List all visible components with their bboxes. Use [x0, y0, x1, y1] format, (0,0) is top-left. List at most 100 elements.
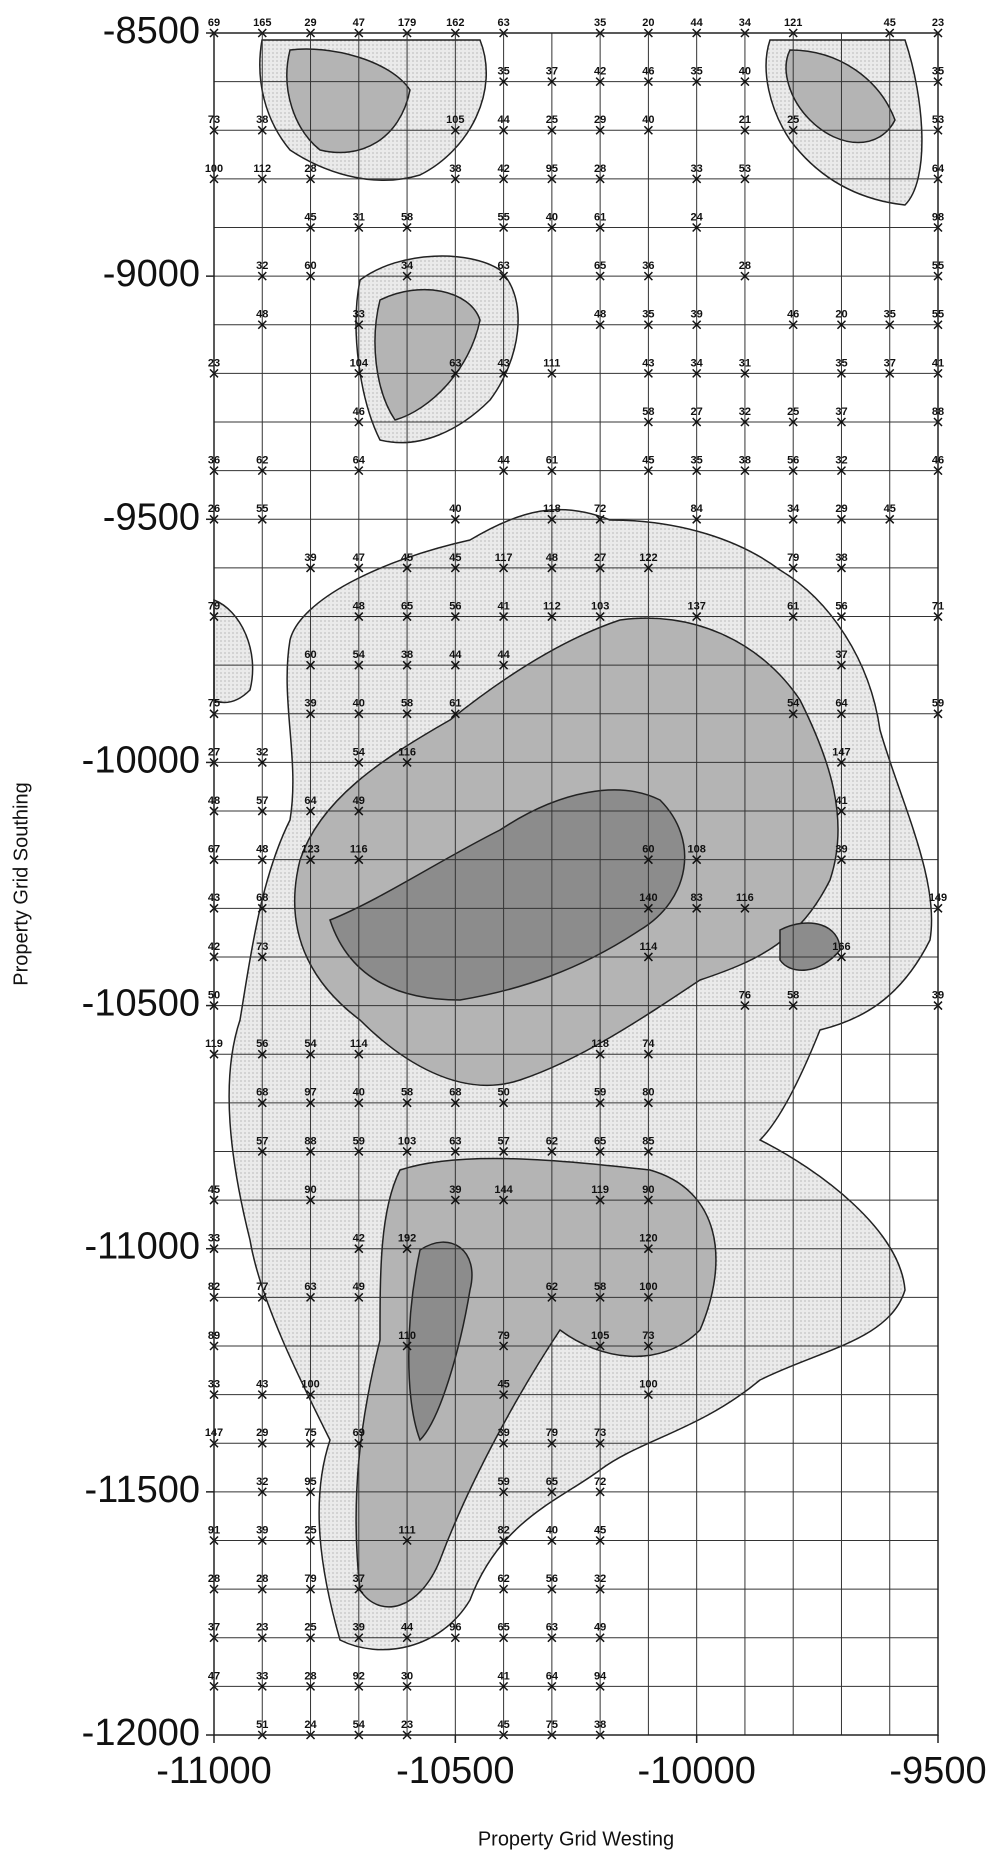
sample-value: 61 [449, 698, 461, 710]
sample-value: 35 [884, 309, 896, 321]
sample-value: 85 [642, 1135, 654, 1147]
y-tick-label: -8500 [103, 10, 200, 52]
sample-value: 56 [787, 455, 799, 467]
sample-value: 37 [835, 406, 847, 418]
sample-value: 39 [304, 698, 316, 710]
sample-value: 23 [256, 1622, 268, 1634]
sample-value: 23 [401, 1719, 413, 1731]
sample-value: 41 [497, 1670, 509, 1682]
sample-value: 58 [401, 698, 413, 710]
sample-value: 53 [739, 163, 751, 175]
sample-value: 84 [691, 503, 704, 515]
x-tick-label: -11000 [156, 1750, 272, 1792]
sample-value: 58 [642, 406, 654, 418]
sample-value: 44 [497, 649, 510, 661]
sample-value: 121 [784, 17, 802, 29]
sample-value: 49 [353, 1281, 365, 1293]
sample-value: 32 [256, 746, 268, 758]
sample-value: 54 [787, 698, 800, 710]
sample-value: 116 [736, 892, 754, 904]
sample-value: 33 [353, 309, 365, 321]
sample-value: 55 [256, 503, 268, 515]
sample-value: 103 [398, 1135, 416, 1147]
sample-value: 21 [739, 114, 751, 126]
sample-value: 34 [787, 503, 800, 515]
sample-value: 108 [687, 844, 705, 856]
sample-value: 49 [353, 795, 365, 807]
sample-value: 28 [256, 1573, 268, 1585]
sample-value: 94 [594, 1670, 607, 1682]
sample-value: 95 [304, 1476, 316, 1488]
sample-value: 48 [353, 600, 365, 612]
sample-value: 62 [497, 1573, 509, 1585]
sample-value: 56 [449, 600, 461, 612]
sample-value: 48 [546, 552, 558, 564]
sample-value: 35 [691, 455, 703, 467]
sample-value: 39 [304, 552, 316, 564]
sample-value: 64 [835, 698, 848, 710]
sample-value: 54 [353, 649, 366, 661]
sample-value: 57 [256, 795, 268, 807]
sample-value: 62 [256, 455, 268, 467]
sample-value: 38 [401, 649, 413, 661]
sample-value: 111 [543, 357, 560, 369]
sample-value: 60 [304, 649, 316, 661]
sample-value: 42 [594, 66, 606, 78]
sample-value: 65 [401, 600, 413, 612]
sample-value: 25 [304, 1524, 316, 1536]
sample-value: 46 [787, 309, 799, 321]
sample-value: 100 [639, 1379, 657, 1391]
sample-value: 63 [449, 357, 461, 369]
sample-value: 32 [256, 1476, 268, 1488]
sample-value: 64 [304, 795, 317, 807]
sample-value: 73 [594, 1427, 606, 1439]
sample-value: 28 [739, 260, 751, 272]
sample-value: 28 [304, 1670, 316, 1682]
sample-value: 51 [256, 1719, 268, 1731]
sample-value: 162 [446, 17, 464, 29]
sample-value: 79 [304, 1573, 316, 1585]
sample-value: 32 [739, 406, 751, 418]
sample-value: 192 [398, 1233, 416, 1245]
sample-value: 40 [739, 66, 751, 78]
sample-value: 29 [835, 503, 847, 515]
sample-value: 40 [353, 698, 365, 710]
chart: 6916529471791626335204434121452335374246… [0, 0, 1007, 1853]
sample-value: 77 [256, 1281, 268, 1293]
sample-value: 100 [639, 1281, 657, 1293]
x-tick-label: -9500 [889, 1750, 986, 1792]
sample-value: 20 [642, 17, 654, 29]
sample-value: 38 [449, 163, 461, 175]
sample-value: 112 [543, 600, 561, 612]
sample-value: 57 [256, 1135, 268, 1147]
sample-value: 32 [835, 455, 847, 467]
sample-value: 34 [739, 17, 752, 29]
sample-value: 61 [594, 211, 606, 223]
sample-value: 80 [642, 1087, 654, 1099]
sample-value: 62 [546, 1281, 558, 1293]
sample-value: 40 [642, 114, 654, 126]
sample-value: 58 [787, 989, 799, 1001]
sample-value: 24 [304, 1719, 317, 1731]
sample-value: 88 [304, 1135, 316, 1147]
sample-value: 40 [546, 1524, 558, 1536]
sample-value: 41 [497, 600, 509, 612]
sample-value: 100 [301, 1379, 319, 1391]
sample-value: 43 [642, 357, 654, 369]
sample-value: 122 [639, 552, 657, 564]
sample-value: 35 [497, 66, 509, 78]
sample-value: 35 [835, 357, 847, 369]
sample-value: 29 [594, 114, 606, 126]
sample-value: 79 [787, 552, 799, 564]
sample-value: 65 [594, 260, 606, 272]
sample-value: 69 [208, 17, 220, 29]
sample-value: 68 [256, 892, 268, 904]
sample-value: 54 [353, 746, 366, 758]
sample-value: 25 [546, 114, 558, 126]
sample-value: 33 [691, 163, 703, 175]
sample-value: 55 [497, 211, 509, 223]
sample-value: 119 [591, 1184, 609, 1196]
sample-value: 49 [594, 1622, 606, 1634]
sample-value: 43 [497, 357, 509, 369]
sample-value: 79 [497, 1330, 509, 1342]
